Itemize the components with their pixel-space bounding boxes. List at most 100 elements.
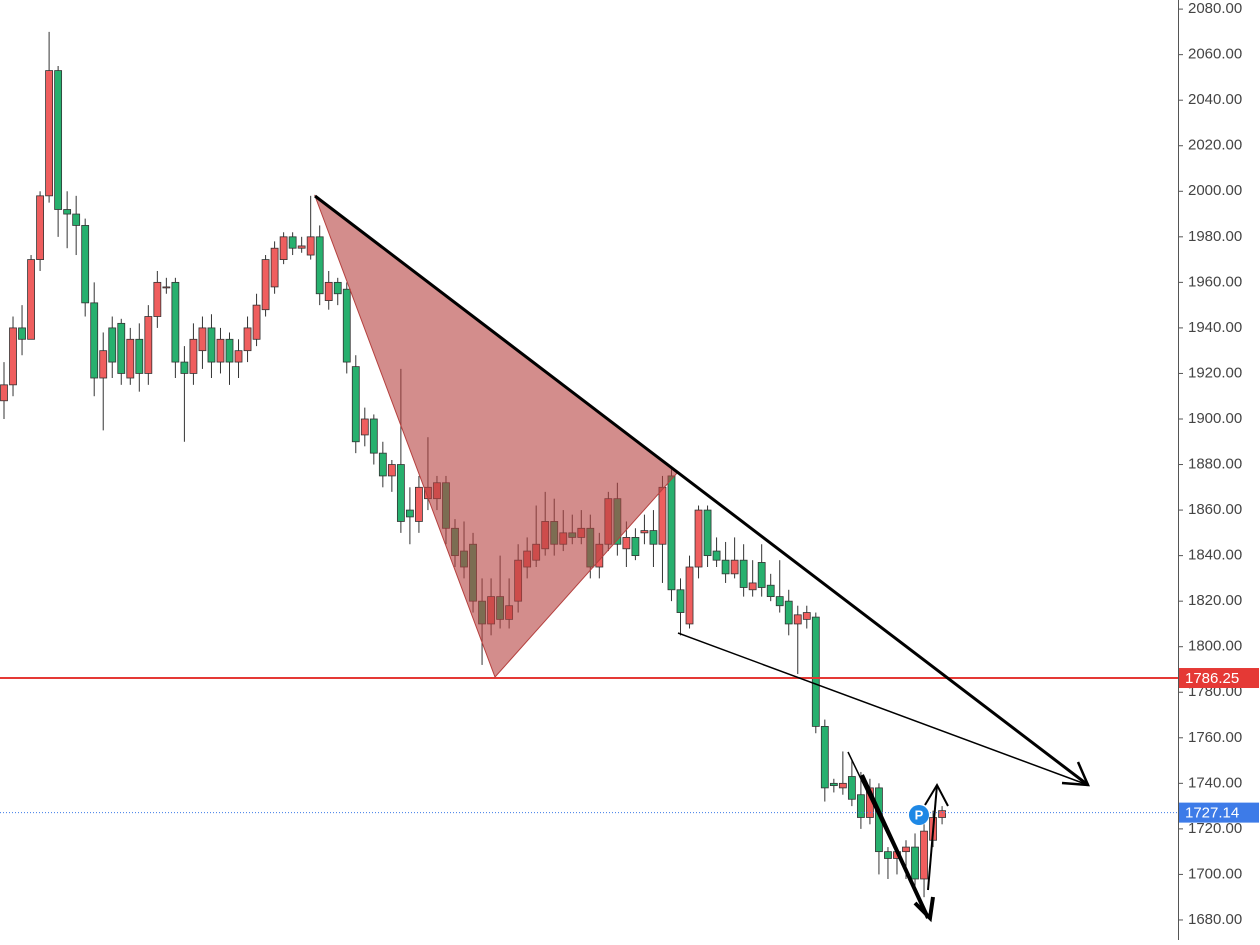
candle-body bbox=[757, 562, 766, 588]
candle-body bbox=[108, 327, 117, 363]
candle-body bbox=[0, 384, 8, 402]
candle-body bbox=[18, 327, 26, 340]
axis-labels: 1680.001700.001720.001740.001760.001780.… bbox=[1178, 0, 1259, 928]
candle-body bbox=[378, 452, 387, 477]
candle-body bbox=[829, 782, 838, 787]
candle-body bbox=[694, 509, 703, 568]
candle-body bbox=[369, 418, 378, 454]
y-tick-label: 1820.00 bbox=[1188, 592, 1242, 609]
position-badge[interactable] bbox=[909, 805, 929, 825]
candle-body bbox=[243, 327, 252, 352]
candle-body bbox=[171, 281, 180, 363]
candle-body bbox=[802, 612, 811, 620]
triangle-pattern bbox=[313, 194, 679, 678]
candle-body bbox=[820, 726, 829, 789]
candle-body bbox=[775, 596, 784, 607]
candle-body bbox=[415, 486, 423, 522]
y-tick-label: 1700.00 bbox=[1188, 865, 1242, 882]
candle-body bbox=[270, 247, 279, 288]
y-tick-label: 2040.00 bbox=[1188, 91, 1242, 108]
drawings: P bbox=[0, 194, 1178, 923]
badge-letter: P bbox=[915, 807, 924, 822]
y-tick-label: 1760.00 bbox=[1188, 729, 1242, 746]
candle-body bbox=[748, 582, 757, 591]
candle-body bbox=[640, 530, 649, 534]
candle-body bbox=[261, 259, 270, 311]
candle-body bbox=[135, 338, 144, 374]
candle-body bbox=[225, 338, 234, 363]
candle-body bbox=[162, 286, 171, 289]
candle-body bbox=[189, 338, 198, 374]
price-label-box bbox=[1179, 668, 1259, 689]
y-tick-label: 1940.00 bbox=[1188, 319, 1242, 336]
candle-body bbox=[631, 537, 640, 557]
candle-body bbox=[99, 350, 108, 379]
candle-body bbox=[315, 236, 324, 295]
candle-body bbox=[216, 338, 225, 363]
candle-body bbox=[180, 361, 189, 374]
candle-body bbox=[658, 486, 667, 545]
candle-body bbox=[153, 281, 162, 317]
trend-line bbox=[927, 784, 938, 891]
y-tick-label: 1860.00 bbox=[1188, 501, 1242, 518]
y-tick-label: 1960.00 bbox=[1188, 273, 1242, 290]
y-tick-label: 1680.00 bbox=[1188, 911, 1242, 928]
y-tick-label: 1740.00 bbox=[1188, 774, 1242, 791]
candle-body bbox=[27, 259, 35, 340]
y-tick-label: 1980.00 bbox=[1188, 228, 1242, 245]
y-tick-label: 1880.00 bbox=[1188, 456, 1242, 473]
candle-body bbox=[405, 509, 414, 518]
candle-body bbox=[9, 327, 17, 386]
trend-line bbox=[677, 632, 1089, 786]
candle-body bbox=[387, 464, 396, 477]
candle-body bbox=[847, 776, 856, 800]
candle-body bbox=[72, 213, 81, 226]
y-tick-label: 2020.00 bbox=[1188, 137, 1242, 154]
price-label: 1786.25 bbox=[1185, 670, 1239, 687]
trend-line bbox=[860, 774, 930, 919]
price-label-box bbox=[1179, 802, 1259, 823]
candle-body bbox=[306, 236, 315, 256]
candle-body bbox=[342, 288, 351, 363]
candle-body bbox=[920, 830, 928, 880]
candle-body bbox=[685, 566, 694, 625]
candle-body bbox=[288, 236, 297, 249]
candle-body bbox=[712, 550, 721, 561]
candle-body bbox=[351, 366, 360, 443]
y-tick-label: 2060.00 bbox=[1188, 46, 1242, 63]
candle-body bbox=[396, 464, 405, 522]
candle-body bbox=[252, 304, 261, 340]
candle-body bbox=[902, 846, 910, 853]
candle-body bbox=[45, 70, 53, 197]
candle-body bbox=[784, 600, 793, 625]
y-tick-label: 1720.00 bbox=[1188, 820, 1242, 837]
candle-body bbox=[811, 616, 820, 727]
candle-body bbox=[911, 846, 919, 880]
y-tick-label: 2080.00 bbox=[1188, 0, 1242, 17]
candle-body bbox=[81, 225, 90, 304]
y-tick-label: 1920.00 bbox=[1188, 364, 1242, 381]
candle-body bbox=[63, 209, 72, 215]
candle-body bbox=[667, 475, 676, 591]
candle-body bbox=[857, 794, 865, 818]
candle-body bbox=[703, 509, 712, 557]
candle-body bbox=[360, 418, 369, 436]
candle-body bbox=[730, 559, 739, 575]
candle-body bbox=[739, 559, 748, 588]
candle-body bbox=[324, 281, 333, 301]
candle-body bbox=[676, 589, 685, 613]
y-tick-label: 2000.00 bbox=[1188, 182, 1242, 199]
candle-body bbox=[622, 537, 631, 550]
candle-body bbox=[198, 327, 207, 352]
trend-line bbox=[314, 194, 1089, 787]
candle-body bbox=[207, 327, 216, 363]
candle-body bbox=[938, 810, 946, 818]
candle-body bbox=[90, 302, 99, 379]
candle-body bbox=[126, 338, 135, 379]
arrow-head bbox=[913, 896, 935, 923]
candle-body bbox=[884, 851, 892, 859]
candle-body bbox=[333, 281, 342, 295]
candle-body bbox=[793, 614, 802, 625]
